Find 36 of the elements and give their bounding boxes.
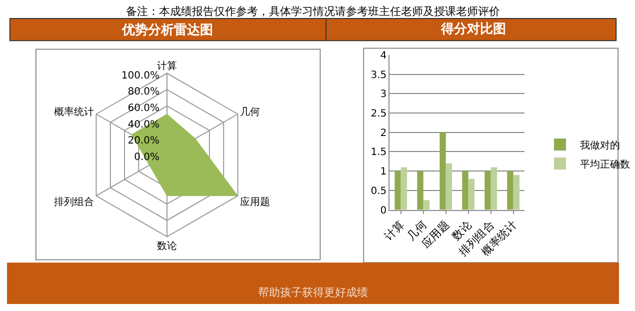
bar xyxy=(484,171,491,210)
y-tick-label: 0 xyxy=(380,205,387,216)
spoke-label: 计算 xyxy=(156,60,177,72)
y-tick-label: 80.0% xyxy=(128,86,160,98)
y-tick-label: 2 xyxy=(380,128,387,139)
y-tick-label: 2.5 xyxy=(370,108,387,120)
y-tick-label: 1.5 xyxy=(370,147,387,158)
y-tick-label: 0.5 xyxy=(370,186,387,197)
bar xyxy=(462,171,468,210)
chart-title: 得分对比图 xyxy=(440,22,506,37)
spoke-label: 排列组合 xyxy=(54,196,94,208)
bar xyxy=(423,200,430,210)
text: 备注：本成绩报告仅作参考，具体学习情况请参考班主任老师及授课老师评价 xyxy=(126,5,500,18)
spoke-label: 应用题 xyxy=(240,196,270,208)
spoke-label: 几何 xyxy=(240,106,260,118)
bar xyxy=(417,171,424,210)
legend-label: 平均正确数 xyxy=(580,158,630,170)
bar xyxy=(490,167,497,210)
chart-title: 优势分析雷达图 xyxy=(121,22,213,38)
bar xyxy=(513,174,520,210)
y-tick-label: 1 xyxy=(380,166,387,178)
bar xyxy=(394,171,401,210)
y-tick-label: 3 xyxy=(380,89,387,100)
x-tick-label: 计算 xyxy=(382,218,407,244)
y-tick-label: 3.5 xyxy=(370,70,387,81)
bar xyxy=(446,163,452,210)
y-tick-label: 60.0% xyxy=(128,102,160,114)
legend-label: 我做对的 xyxy=(580,139,620,152)
bar xyxy=(440,132,446,210)
text: 帮助孩子获得更好成绩 xyxy=(258,286,368,299)
bar xyxy=(507,171,514,210)
y-tick-label: 4 xyxy=(380,50,387,62)
bar xyxy=(400,167,408,210)
bar xyxy=(468,178,475,210)
y-tick-label: 100.0% xyxy=(121,70,160,82)
spoke-label: 概率统计 xyxy=(54,106,94,118)
